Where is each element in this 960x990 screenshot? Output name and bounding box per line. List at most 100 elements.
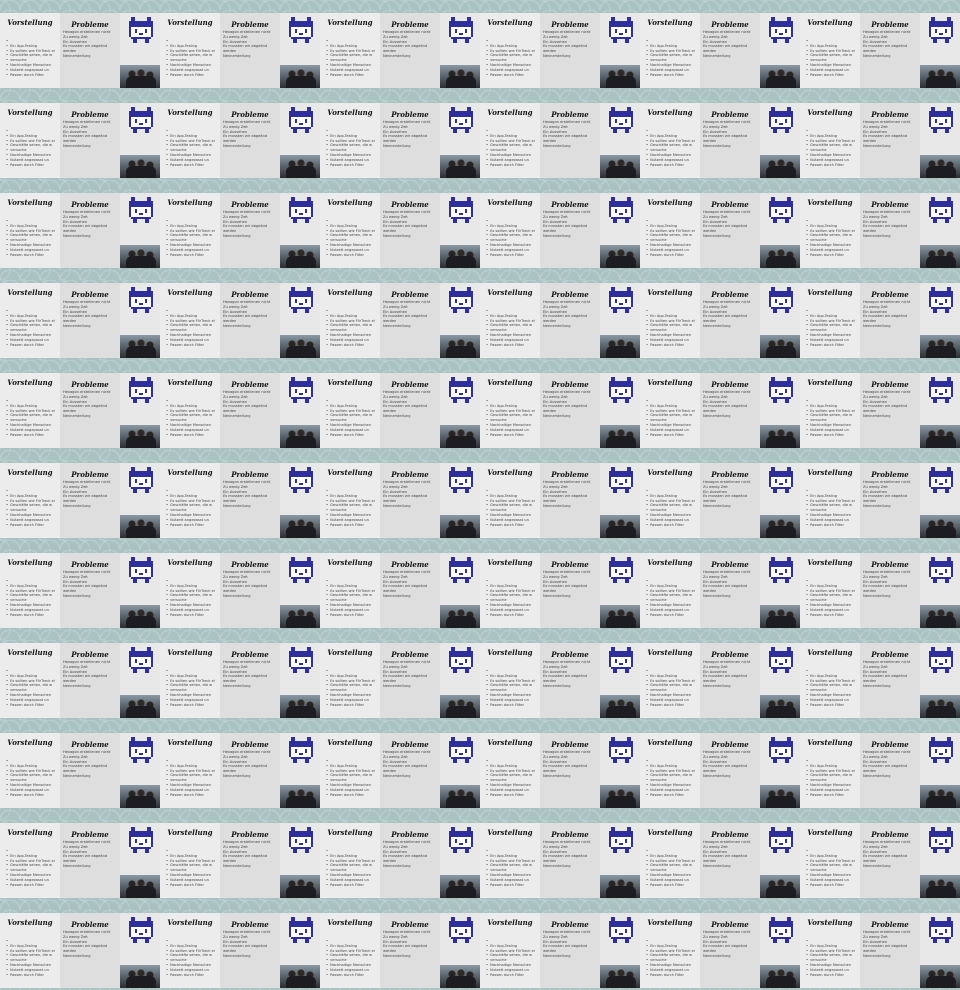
intro-item: Geschäfte sehen, die w [6, 233, 60, 238]
problems-item: Es mussten wir abgeänd [63, 314, 108, 319]
intro-item: Es sollten wie FiirTrack ei [646, 859, 700, 864]
problems-list: Hexagon erstellenen nicht Zu wenig Zeit … [63, 210, 119, 239]
problems-item: Hexagon erstellenen nicht [63, 300, 111, 304]
intro-item: Nutzett angepasst un [806, 248, 860, 253]
intro-item: Es sollten wie FiirTrack ei [6, 589, 60, 594]
intro-item: Passen durch Filter [6, 343, 60, 348]
problems-list: Hexagon erstellenen nicht Zu wenig Zeit … [703, 210, 759, 239]
media-panel [440, 103, 480, 178]
pixel-cat-logo-icon [129, 827, 153, 853]
intro-item: Es sollten wie FiirTrack ei [166, 589, 220, 594]
problems-title: Probleme [231, 470, 269, 479]
group-photo-image [920, 695, 960, 718]
intro-item: Ein App-Tesling [326, 584, 380, 589]
intro-item: Geschäfte sehen, die w [646, 503, 700, 508]
intro-item: Nutzett angepasst un [166, 68, 220, 73]
problems-title: Probleme [551, 920, 589, 929]
problems-title: Probleme [711, 290, 749, 299]
problems-item: Hexagon erstellenen nicht [383, 30, 431, 34]
media-panel [440, 193, 480, 268]
slide-thumbnail: Vorstellung Ein App-Tesling Es sollten w… [480, 463, 640, 538]
pixel-cat-logo-icon [129, 737, 153, 763]
intro-list: Ein App-Tesling Es sollten wie FiirTrack… [806, 849, 860, 887]
pixel-cat-logo-icon [289, 287, 313, 313]
intro-item: Ein App-Tesling [6, 944, 60, 949]
problems-item: werden [863, 679, 877, 684]
group-photo-image [280, 65, 320, 88]
problems-item: Nennerstellung [383, 233, 411, 238]
problems-item: Hexagon erstellenen nicht [703, 210, 751, 214]
media-panel [760, 13, 800, 88]
media-panel [600, 643, 640, 718]
problems-item: Es mussten wir abgeänd [383, 944, 428, 949]
problems-item: werden [863, 499, 877, 504]
group-photo-image [760, 875, 800, 898]
problems-item: Nennerstellung [703, 323, 731, 328]
intro-item: Geschäfte sehen, die w [326, 773, 380, 778]
problems-list: Hexagon erstellenen nicht Zu wenig Zeit … [383, 30, 439, 59]
intro-item: Passen durch Filter [326, 73, 380, 78]
intro-item: Passen durch Filter [6, 523, 60, 528]
group-photo-image [440, 65, 480, 88]
problems-item: werden [863, 49, 877, 54]
problems-item: Nennerstellung [703, 143, 731, 148]
intro-item: Es sollten wie FiirTrack ei [326, 589, 380, 594]
intro-item: Es sollten wie FiirTrack ei [486, 679, 540, 684]
problems-item: Ein Aussehen [383, 489, 408, 494]
problems-title: Probleme [231, 740, 269, 749]
problems-item: werden [863, 859, 877, 864]
intro-title: Vorstellung [7, 558, 53, 567]
intro-list: Ein App-Tesling Es sollten wie FiirTrack… [646, 939, 700, 977]
media-panel [920, 103, 960, 178]
pixel-cat-logo-icon [769, 287, 793, 313]
intro-panel: Vorstellung Ein App-Tesling Es sollten w… [320, 913, 380, 988]
pixel-cat-logo-icon [929, 377, 953, 403]
intro-item: Es sollten wie FiirTrack ei [166, 499, 220, 504]
problems-item: Es mussten wir abgeänd [543, 944, 588, 949]
problems-list: Hexagon erstellenen nicht Zu wenig Zeit … [383, 390, 439, 419]
pixel-cat-logo-icon [289, 917, 313, 943]
intro-list: Ein App-Tesling Es sollten wie FiirTrack… [806, 759, 860, 797]
intro-list: Ein App-Tesling Es sollten wie FiirTrack… [326, 759, 380, 797]
intro-item: versuche [806, 868, 860, 873]
intro-item: Nutzett angepasst un [486, 248, 540, 253]
intro-list: Ein App-Tesling Es sollten wie FiirTrack… [806, 399, 860, 437]
intro-panel: Vorstellung Ein App-Tesling Es sollten w… [320, 13, 380, 88]
intro-item: Ein App-Tesling [806, 44, 860, 49]
intro-item: Passen durch Filter [806, 703, 860, 708]
intro-item: Nachhaltige Menschen [806, 153, 860, 158]
pixel-cat-logo-icon [609, 17, 633, 43]
problems-title: Probleme [871, 380, 909, 389]
intro-panel: Vorstellung Ein App-Tesling Es sollten w… [480, 13, 540, 88]
problems-panel: Probleme Hexagon erstellenen nicht Zu we… [60, 463, 120, 538]
problems-item: Es mussten wir abgeänd [223, 494, 268, 499]
problems-panel: Probleme Hexagon erstellenen nicht Zu we… [220, 193, 280, 268]
pixel-cat-logo-icon [289, 647, 313, 673]
problems-list: Hexagon erstellenen nicht Zu wenig Zeit … [223, 750, 279, 779]
problems-item: Zu wenig Zeit [543, 934, 568, 939]
intro-title: Vorstellung [647, 828, 693, 837]
intro-item: Geschäfte sehen, die w [326, 863, 380, 868]
problems-item: Hexagon erstellenen nicht [383, 570, 431, 574]
problems-item: Ein Aussehen [63, 849, 88, 854]
pixel-cat-logo-icon [449, 917, 473, 943]
intro-item: Nutzett angepasst un [326, 608, 380, 613]
intro-item: Es sollten wie FiirTrack ei [646, 499, 700, 504]
problems-item: werden [703, 229, 717, 234]
intro-item: versuche [166, 958, 220, 963]
problems-item: Ein Aussehen [703, 939, 728, 944]
intro-title: Vorstellung [647, 198, 693, 207]
problems-title: Probleme [711, 380, 749, 389]
problems-title: Probleme [871, 110, 909, 119]
problems-item: Hexagon erstellenen nicht [63, 210, 111, 214]
media-panel [120, 463, 160, 538]
problems-title: Probleme [391, 200, 429, 209]
problems-item: Es mussten wir abgeänd [863, 854, 908, 859]
problems-item: Hexagon erstellenen nicht [543, 930, 591, 934]
problems-item: werden [383, 139, 397, 144]
intro-item: Geschäfte sehen, die w [6, 593, 60, 598]
problems-item: Es mussten wir abgeänd [383, 314, 428, 319]
slide-thumbnail: Vorstellung Ein App-Tesling Es sollten w… [800, 13, 960, 88]
slide-thumbnail: Vorstellung Ein App-Tesling Es sollten w… [0, 733, 160, 808]
intro-item: Es sollten wie FiirTrack ei [166, 49, 220, 54]
